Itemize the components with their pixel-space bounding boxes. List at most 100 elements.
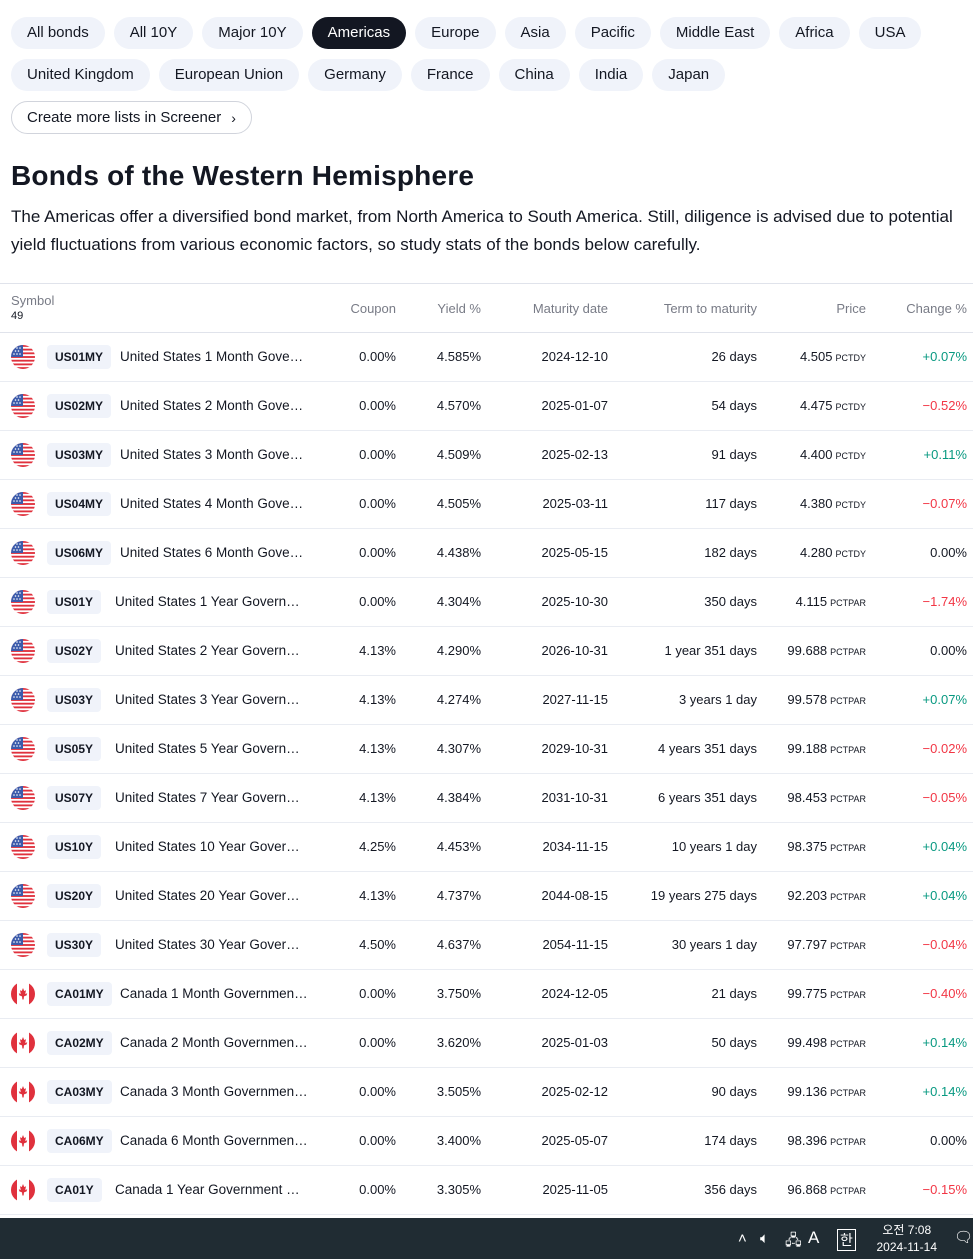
ticker-badge[interactable]: CA03MY [47,1080,112,1104]
filter-chip-all-10y[interactable]: All 10Y [113,17,194,49]
bond-name[interactable]: United States 3 Month Gove… [120,447,304,462]
filter-chip-european-union[interactable]: European Union [158,59,300,91]
ime-language-indicator[interactable]: 한 [837,1229,856,1251]
ticker-badge[interactable]: CA01Y [47,1178,102,1202]
filter-chip-france[interactable]: France [410,59,490,91]
table-row[interactable]: CA02MY Canada 2 Month Governmen… 0.00% 3.62… [0,1019,973,1068]
cell-coupon: 4.13% [359,643,396,658]
bond-name[interactable]: Canada 2 Month Governmen… [120,1035,308,1050]
bond-name[interactable]: United States 7 Year Govern… [115,790,300,805]
bond-name[interactable]: United States 2 Year Govern… [115,643,300,658]
table-row[interactable]: US02MY United States 2 Month Gove… 0.00% 4.… [0,382,973,431]
table-row[interactable]: CA01MY Canada 1 Month Governmen… 0.00% 3.75… [0,970,973,1019]
bond-name[interactable]: United States 1 Year Govern… [115,594,300,609]
table-row[interactable]: US20Y United States 20 Year Gover… 4.13% 4.… [0,872,973,921]
table-row[interactable]: US03MY United States 3 Month Gove… 0.00% 4.… [0,431,973,480]
price-unit: PCTPAR [830,1039,866,1049]
filter-chip-united-kingdom[interactable]: United Kingdom [11,59,150,91]
ticker-badge[interactable]: US01Y [47,590,102,614]
table-row[interactable]: US04MY United States 4 Month Gove… 0.00% 4.… [0,480,973,529]
column-maturity[interactable]: Maturity date [532,301,608,316]
cell-yield: 3.620% [436,1035,481,1050]
ticker-badge[interactable]: US06MY [47,541,112,565]
ticker-badge[interactable]: CA01MY [47,982,112,1006]
ticker-badge[interactable]: US02MY [47,394,112,418]
cell-maturity: 2044-08-15 [541,888,609,903]
table-row[interactable]: CA03MY Canada 3 Month Governmen… 0.00% 3.50… [0,1068,973,1117]
chevron-up-icon[interactable]: ˄ [738,1230,747,1247]
filter-chip-pacific[interactable]: Pacific [574,17,651,49]
clock-time: 오전 7:08 [882,1223,932,1237]
bond-name[interactable]: United States 10 Year Gover… [115,839,300,854]
column-term[interactable]: Term to maturity [663,301,757,316]
page-title: Bonds of the Western Hemisphere [11,160,475,191]
bond-name[interactable]: Canada 1 Year Government … [115,1182,300,1197]
cell-maturity: 2025-10-30 [541,594,609,609]
filter-chip-africa[interactable]: Africa [779,17,850,49]
ticker-badge[interactable]: US20Y [47,884,102,908]
ticker-badge[interactable]: CA02MY [47,1031,112,1055]
filter-chip-americas[interactable]: Americas [311,17,407,49]
ticker-badge[interactable]: CA06MY [47,1129,112,1153]
filter-chip-china[interactable]: China [498,59,570,91]
clock[interactable]: 오전 7:08 2024-11-14 [877,1222,938,1256]
table-row[interactable]: US30Y United States 30 Year Gover… 4.50% 4.… [0,921,973,970]
filter-chip-japan[interactable]: Japan [652,59,726,91]
filter-chip-europe[interactable]: Europe [415,17,496,49]
bond-name[interactable]: Canada 1 Month Governmen… [120,986,308,1001]
column-coupon[interactable]: Coupon [350,301,396,316]
bond-name[interactable]: United States 4 Month Gove… [120,496,304,511]
filter-chip-middle-east[interactable]: Middle East [659,17,771,49]
table-row[interactable]: US01MY United States 1 Month Gove… 0.00% 4.… [0,333,973,382]
table-row[interactable]: CA01Y Canada 1 Year Government … 0.00% 3.30… [0,1166,973,1215]
us-flag-icon [11,345,35,369]
ticker-badge[interactable]: US30Y [47,933,102,957]
filter-chip-india[interactable]: India [578,59,644,91]
table-row[interactable]: US10Y United States 10 Year Gover… 4.25% 4.… [0,823,973,872]
bond-name[interactable]: United States 5 Year Govern… [115,741,300,756]
bond-name[interactable]: United States 3 Year Govern… [115,692,300,707]
bond-name[interactable]: United States 6 Month Gove… [120,545,304,560]
ticker-badge[interactable]: US05Y [47,737,102,761]
table-row[interactable]: US07Y United States 7 Year Govern… 4.13% 4.… [0,774,973,823]
column-price[interactable]: Price [836,301,866,316]
speaker-icon[interactable]: 🔈︎ [760,1230,770,1247]
network-icon[interactable]: 🖧︎ [785,1232,802,1249]
bond-name[interactable]: Canada 6 Month Governmen… [120,1133,308,1148]
bond-name[interactable]: United States 30 Year Gover… [115,937,300,952]
table-row[interactable]: US06MY United States 6 Month Gove… 0.00% 4.… [0,529,973,578]
bond-name[interactable]: Canada 3 Month Governmen… [120,1084,308,1099]
ime-mode-indicator[interactable]: A [808,1228,820,1247]
ticker-badge[interactable]: US02Y [47,639,102,663]
ticker-badge[interactable]: US01MY [47,345,112,369]
filter-chip-germany[interactable]: Germany [308,59,402,91]
column-yield[interactable]: Yield % [437,301,481,316]
canada-flag-icon [11,1080,35,1104]
windows-taskbar: ˄ 🔈︎ 🖧︎ A 한 오전 7:08 2024-11-14 🗨︎ [0,1218,973,1259]
filter-row-2: United Kingdom European Union Germany Franc… [11,59,961,91]
ticker-badge[interactable]: US04MY [47,492,112,516]
filter-chip-usa[interactable]: USA [858,17,922,49]
bond-name[interactable]: United States 2 Month Gove… [120,398,304,413]
column-symbol[interactable]: Symbol 49 [11,293,54,322]
bond-name[interactable]: United States 20 Year Gover… [115,888,300,903]
cell-term: 19 years 275 days [650,888,757,903]
table-row[interactable]: US01Y United States 1 Year Govern… 0.00% 4.… [0,578,973,627]
filter-chip-all-bonds[interactable]: All bonds [11,17,105,49]
ticker-badge[interactable]: US03Y [47,688,102,712]
ticker-badge[interactable]: US07Y [47,786,102,810]
filter-chip-asia[interactable]: Asia [504,17,566,49]
ticker-badge[interactable]: US03MY [47,443,112,467]
table-row[interactable]: US05Y United States 5 Year Govern… 4.13% 4.… [0,725,973,774]
column-change[interactable]: Change % [906,301,967,316]
table-row[interactable]: CA06MY Canada 6 Month Governmen… 0.00% 3.40… [0,1117,973,1166]
table-row[interactable]: US02Y United States 2 Year Govern… 4.13% 4.… [0,627,973,676]
bond-name[interactable]: United States 1 Month Gove… [120,349,304,364]
notification-icon[interactable]: 🗨︎ [954,1229,973,1246]
cell-change: −0.52% [922,398,967,413]
screener-link-button[interactable]: Create more lists in Screener › [11,101,252,134]
filter-chip-major-10y[interactable]: Major 10Y [202,17,303,49]
ticker-badge[interactable]: US10Y [47,835,102,859]
table-row[interactable]: US03Y United States 3 Year Govern… 4.13% 4.… [0,676,973,725]
cell-maturity: 2027-11-15 [542,692,608,707]
